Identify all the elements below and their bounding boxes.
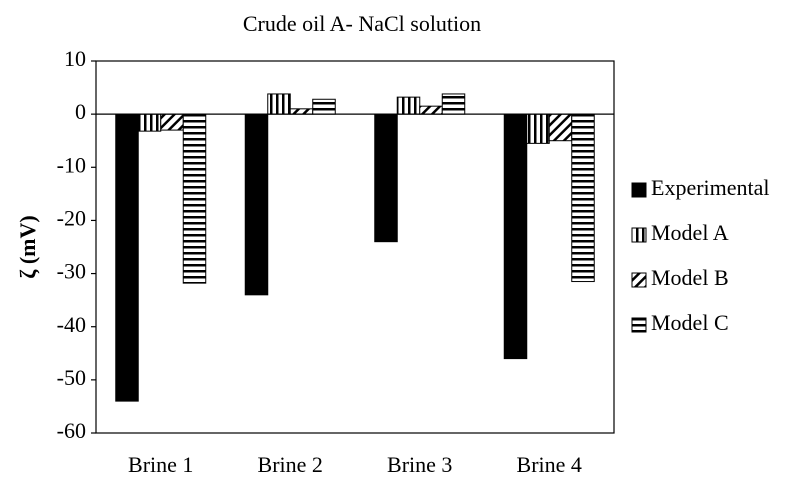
legend-swatch <box>631 227 647 243</box>
bar <box>312 98 336 115</box>
bar <box>115 113 139 402</box>
x-tick-label: Brine 2 <box>258 452 323 477</box>
bar <box>441 93 466 115</box>
legend-label: Model A <box>651 220 729 245</box>
bar <box>374 113 398 243</box>
y-tick-label: -50 <box>57 365 86 390</box>
bar <box>548 113 573 142</box>
y-tick-label: 10 <box>64 46 86 71</box>
y-tick-label: -10 <box>57 152 86 177</box>
bar <box>267 93 291 115</box>
legend-label: Model B <box>651 265 729 290</box>
y-tick-label: -30 <box>57 259 86 284</box>
y-tick-label: -60 <box>57 418 86 443</box>
x-tick-label: Brine 3 <box>387 452 452 477</box>
bar <box>289 108 314 115</box>
bar <box>396 96 421 115</box>
bar <box>503 113 528 360</box>
y-axis-label: ζ (mV) <box>15 215 40 278</box>
bar <box>526 113 550 144</box>
chart-title: Crude oil A- NaCl solution <box>243 11 481 36</box>
bar <box>182 113 207 284</box>
bar <box>160 113 184 131</box>
x-tick-label: Brine 4 <box>517 452 582 477</box>
y-tick-label: -40 <box>57 312 86 337</box>
bar <box>137 113 162 132</box>
y-tick-label: -20 <box>57 205 86 230</box>
plot-frame <box>95 60 615 434</box>
legend-swatch <box>631 317 647 333</box>
legend-label: Experimental <box>651 175 770 200</box>
legend-swatch <box>631 272 647 288</box>
bar <box>244 113 269 296</box>
legend-label: Model C <box>651 310 729 335</box>
x-tick-label: Brine 1 <box>128 452 193 477</box>
legend-swatch <box>631 182 647 198</box>
bar <box>571 113 595 283</box>
bar <box>419 105 443 115</box>
y-tick-label: 0 <box>75 99 86 124</box>
